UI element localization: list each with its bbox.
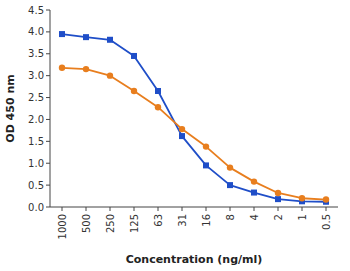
series-marker (203, 143, 209, 149)
y-tick-label: 3.0 (28, 70, 44, 81)
y-tick (46, 53, 50, 54)
y-tick-label: 4.5 (28, 5, 44, 16)
x-tick-label: 16 (201, 214, 212, 227)
series-marker (155, 88, 161, 94)
x-tick (182, 207, 183, 211)
x-tick (254, 207, 255, 211)
x-tick-label: 8 (225, 214, 236, 220)
y-tick (46, 207, 50, 208)
y-axis (50, 10, 51, 207)
series-marker (131, 88, 137, 94)
series-marker (275, 190, 281, 196)
y-axis-label: OD 450 nm (4, 74, 17, 142)
x-tick-label: 125 (129, 214, 140, 233)
x-tick (206, 207, 207, 211)
x-tick-label: 31 (177, 214, 188, 227)
series-marker (179, 133, 185, 139)
series-marker (275, 196, 281, 202)
y-tick-label: 0.0 (28, 202, 44, 213)
y-tick (46, 75, 50, 76)
y-tick-label: 1.5 (28, 136, 44, 147)
y-tick (46, 31, 50, 32)
series-marker (131, 53, 137, 59)
series-line (62, 34, 326, 202)
x-tick-label: 0.5 (321, 214, 332, 230)
series-marker (203, 162, 209, 168)
x-axis-label: Concentration (ng/ml) (126, 253, 263, 266)
series-marker (155, 104, 161, 110)
series-marker (83, 66, 89, 72)
y-tick-label: 3.5 (28, 48, 44, 59)
series-line (62, 68, 326, 200)
y-tick-label: 2.0 (28, 114, 44, 125)
series-marker (227, 182, 233, 188)
y-tick (46, 10, 50, 11)
series-marker (107, 72, 113, 78)
x-tick (62, 207, 63, 211)
x-tick (86, 207, 87, 211)
y-tick (46, 141, 50, 142)
x-tick (134, 207, 135, 211)
y-tick (46, 119, 50, 120)
x-tick (278, 207, 279, 211)
x-tick-label: 1000 (57, 214, 68, 239)
y-tick-label: 1.0 (28, 158, 44, 169)
y-tick-label: 2.5 (28, 92, 44, 103)
series-marker (299, 195, 305, 201)
x-tick (326, 207, 327, 211)
series-marker (323, 196, 329, 202)
x-tick (230, 207, 231, 211)
series-marker (251, 190, 257, 196)
series-marker (83, 34, 89, 40)
series-marker (59, 31, 65, 37)
chart: 0.0 0.5 1.0 1.5 2.0 2.5 3.0 3.5 4.0 4.5 1000 500 250… (0, 0, 350, 271)
y-tick (46, 185, 50, 186)
x-tick-label: 2 (273, 214, 284, 220)
x-tick (110, 207, 111, 211)
x-tick-label: 500 (81, 214, 92, 233)
series-marker (227, 164, 233, 170)
x-tick (158, 207, 159, 211)
x-tick-label: 63 (153, 214, 164, 227)
series-marker (59, 65, 65, 71)
x-tick (302, 207, 303, 211)
series-marker (251, 178, 257, 184)
series-marker (179, 126, 185, 132)
x-tick-label: 4 (249, 214, 260, 220)
y-tick-label: 0.5 (28, 180, 44, 191)
plot-area (59, 31, 329, 205)
x-tick-label: 1 (297, 214, 308, 220)
series-marker (107, 37, 113, 43)
y-tick (46, 97, 50, 98)
x-tick-label: 250 (105, 214, 116, 233)
y-tick (46, 163, 50, 164)
y-tick-label: 4.0 (28, 26, 44, 37)
x-axis (50, 207, 338, 208)
